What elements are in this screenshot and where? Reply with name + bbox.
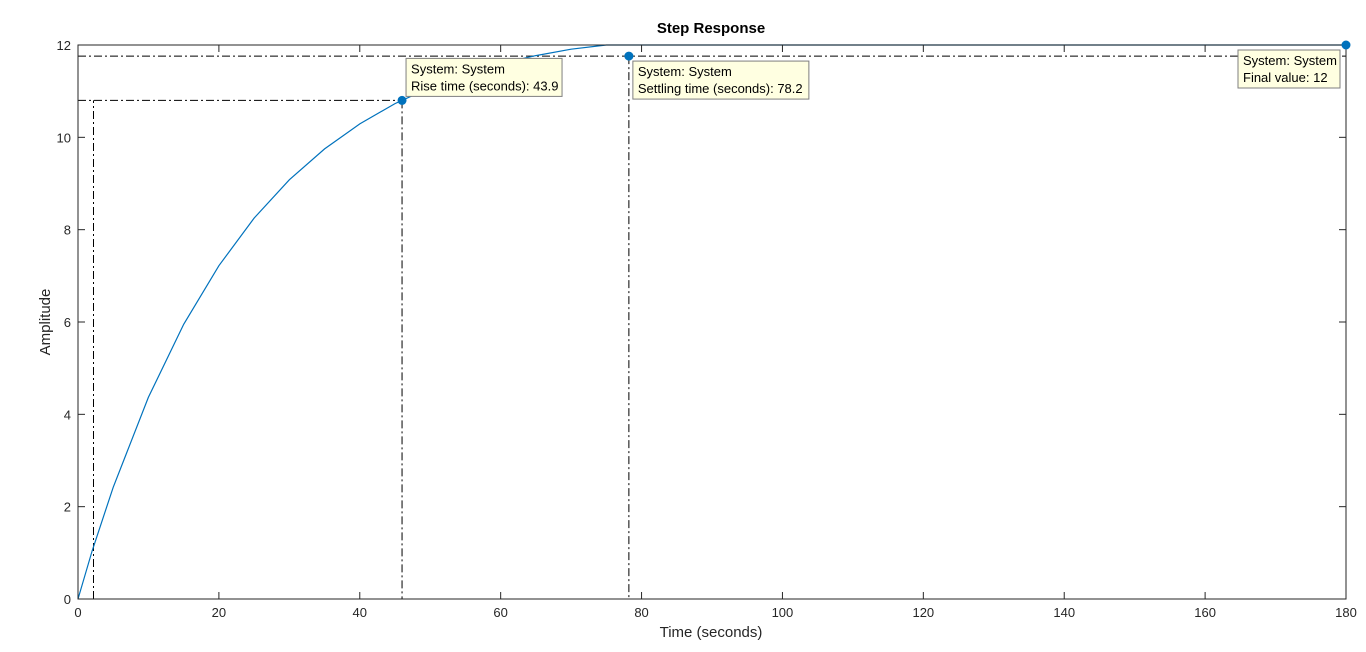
x-axis-label: Time (seconds): [660, 624, 763, 641]
x-tick-label-8: 160: [1194, 605, 1216, 620]
tick-labels: 0 20 40 60 80 100 120 140 160 180 0 2 4 6 8 10 12: [57, 38, 1357, 620]
datatip-line2-1: Settling time (seconds): 78.2: [638, 81, 803, 96]
datatip-line1-0: System: System: [411, 61, 505, 76]
datatip-1: System: System Settling time (seconds): 7…: [632, 60, 810, 100]
datatip-0: System: System Rise time (seconds): 43.9: [405, 57, 563, 97]
y-tick-label-3: 6: [64, 315, 71, 330]
x-tick-label-6: 120: [912, 605, 934, 620]
x-tick-label-5: 100: [772, 605, 794, 620]
datatip-box-1: [632, 60, 810, 100]
data-markers: [397, 40, 1351, 105]
x-tick-label-1: 20: [212, 605, 226, 620]
datatip-marker-0: [397, 95, 407, 105]
datatip-marker-1: [624, 51, 634, 61]
x-tick-label-2: 40: [353, 605, 367, 620]
y-tick-label-0: 0: [64, 592, 71, 607]
y-axis-label: Amplitude: [37, 289, 54, 356]
y-tick-label-1: 2: [64, 500, 71, 515]
x-tick-label-4: 80: [634, 605, 648, 620]
datatip-2: System: System Final value: 12: [1237, 49, 1341, 89]
x-tick-label-7: 140: [1053, 605, 1075, 620]
chart-title: Step Response: [657, 20, 765, 37]
axes: [77, 44, 1347, 600]
x-tick-label-0: 0: [74, 605, 81, 620]
x-tick-label-9: 180: [1335, 605, 1357, 620]
y-tick-label-2: 4: [64, 407, 71, 422]
datatip-line1-1: System: System: [638, 64, 732, 79]
datatip-box-2: [1237, 49, 1341, 89]
datatip-marker-2: [1341, 40, 1351, 50]
datatip-line1-2: System: System: [1243, 53, 1337, 68]
datatip-line2-0: Rise time (seconds): 43.9: [411, 78, 558, 93]
y-tick-label-6: 12: [57, 38, 71, 53]
y-tick-label-4: 8: [64, 223, 71, 238]
datatip-box-0: [405, 57, 563, 97]
x-tick-label-3: 60: [493, 605, 507, 620]
datatip-line2-2: Final value: 12: [1243, 70, 1328, 85]
y-tick-label-5: 10: [57, 130, 71, 145]
